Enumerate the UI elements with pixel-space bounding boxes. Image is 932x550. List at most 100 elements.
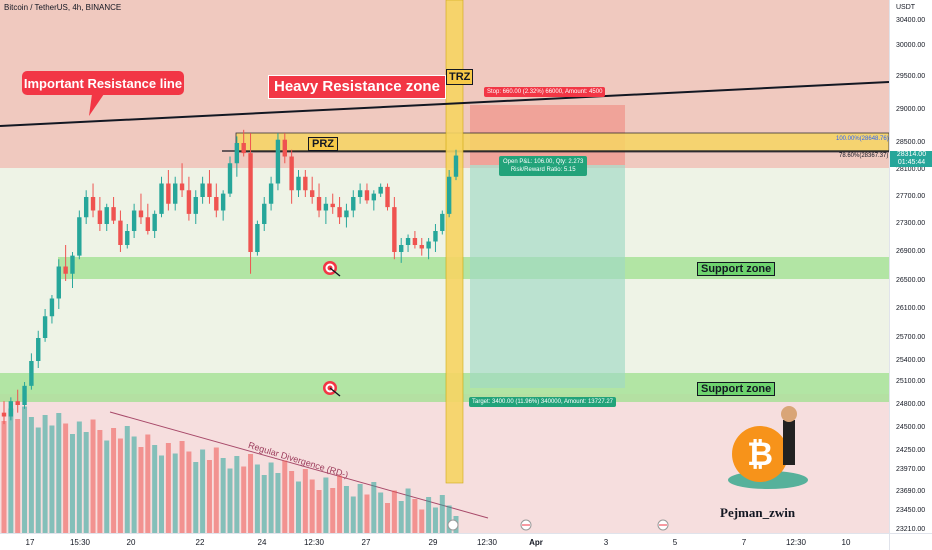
volume-bar (1, 421, 7, 533)
prz-label[interactable]: PRZ (308, 137, 338, 151)
last-price-badge: 28314.00 01:45:44 (890, 151, 932, 167)
candle-body (193, 197, 198, 214)
volume-bar (200, 449, 206, 533)
candle-body (268, 183, 274, 204)
candle-body (166, 183, 171, 204)
volume-bar (220, 458, 226, 533)
time-tick: 29 (428, 538, 438, 547)
author-watermark: Pejman_zwin (720, 505, 796, 520)
volume-bar (49, 425, 55, 533)
important-resistance-callout[interactable]: Important Resistance line (22, 71, 184, 95)
volume-bar (289, 471, 295, 533)
symbol-title: Bitcoin / TetherUS, 4h, BINANCE (4, 3, 122, 12)
candle-body (227, 163, 233, 194)
volume-bar (90, 419, 96, 533)
candle-body (255, 224, 260, 252)
target-zone (470, 165, 625, 388)
candle-body (419, 245, 424, 249)
price-tick: 23690.00 (896, 488, 926, 495)
candle-body (186, 190, 192, 214)
volume-bar (227, 468, 233, 533)
chart-canvas[interactable]: ₿ (0, 0, 889, 533)
price-tick: 25100.00 (896, 378, 926, 385)
candle-body (262, 203, 267, 224)
candles (1, 129, 459, 425)
candle-body (344, 210, 349, 218)
flag-icon-2 (520, 519, 532, 531)
volume-bar (282, 460, 288, 533)
target-icon-lower (323, 381, 341, 397)
candle-body (385, 186, 390, 208)
volume-bar (337, 475, 343, 533)
volume-bar (350, 496, 356, 533)
time-tick: 7 (741, 538, 747, 547)
time-tick: 15:30 (69, 538, 91, 547)
volume-bar (426, 497, 432, 533)
price-tick: 30000.00 (896, 42, 926, 49)
price-tick: 28100.00 (896, 166, 926, 173)
candle-body (378, 186, 383, 194)
volume-bar (83, 432, 89, 533)
price-tick: 23210.00 (896, 526, 926, 533)
time-tick: 3 (603, 538, 609, 547)
volume-bar (302, 469, 308, 533)
price-axis[interactable]: USDT 30400.00 30000.00 29500.00 29000.00 285… (889, 0, 932, 550)
flag-icon-3 (657, 519, 669, 531)
candle-body (63, 266, 68, 274)
support-zone-label-upper[interactable]: Support zone (697, 262, 776, 276)
time-tick: 5 (672, 538, 678, 547)
candle-body (77, 217, 82, 256)
candle-body (179, 183, 185, 191)
volume-bar (323, 477, 329, 533)
volume-bar (179, 441, 185, 533)
candle-body (173, 183, 178, 204)
candle-body (440, 213, 445, 231)
candle-body (364, 190, 370, 201)
time-tick: 22 (195, 538, 205, 547)
stop-label[interactable]: Stop: 660.00 (2.32%) 66000, Amount: 4500 (484, 87, 606, 97)
open-pnl-label[interactable]: Open P&L: 106.00, Qty: 2.273 Risk/Reward… (499, 156, 588, 176)
volume-bar (15, 419, 21, 533)
candle-body (138, 210, 144, 218)
price-tick: 25400.00 (896, 357, 926, 364)
candle-body (15, 401, 20, 405)
candle-body (104, 207, 109, 224)
price-tick: 24500.00 (896, 424, 926, 431)
volume-bar (316, 490, 322, 533)
fib-786-label: 78.60%(28367.37) (839, 153, 889, 159)
candle-body (1, 412, 7, 417)
candle-body (214, 197, 219, 211)
price-tick: 26900.00 (896, 248, 926, 255)
heavy-resistance-label[interactable]: Heavy Resistance zone (268, 75, 446, 99)
candle-body (282, 139, 287, 157)
candle-body (241, 143, 246, 154)
volume-bar (254, 464, 260, 533)
axis-currency: USDT (896, 4, 916, 11)
volume-bar (261, 475, 267, 533)
volume-bar (193, 462, 199, 533)
candle-body (330, 203, 335, 208)
time-tick: 12:30 (476, 538, 498, 547)
candle-body (405, 238, 411, 245)
candle-body (412, 238, 418, 245)
volume-bar (405, 488, 411, 533)
volume-bar (56, 413, 62, 533)
volume-bar (111, 428, 117, 533)
volume-bar (138, 447, 144, 533)
target-label[interactable]: Target: 3400.00 (11.96%) 340000, Amount:… (469, 397, 616, 407)
support-zone-label-lower[interactable]: Support zone (697, 382, 776, 396)
candle-body (399, 245, 404, 252)
candle-body (289, 156, 294, 191)
trz-label[interactable]: TRZ (446, 69, 474, 85)
volume-bar (432, 507, 438, 533)
candle-body (8, 401, 14, 417)
candle-body (97, 210, 103, 224)
time-tick: 20 (126, 538, 136, 547)
time-axis[interactable]: 17 15:30 20 22 24 12:30 27 29 12:30 Apr 3 5 7 12:30 10 (0, 533, 889, 550)
volume-bar (385, 503, 391, 533)
volume-bar (234, 456, 240, 533)
candle-body (83, 197, 89, 218)
volume-bar (391, 490, 397, 533)
important-resistance-line (0, 81, 889, 127)
